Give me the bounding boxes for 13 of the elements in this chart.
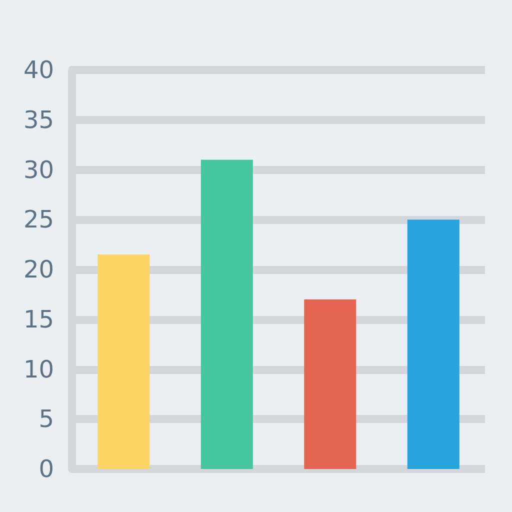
y-tick-label: 35 xyxy=(23,106,54,134)
y-tick-label: 25 xyxy=(23,206,54,234)
bar xyxy=(304,299,356,469)
y-tick-label: 40 xyxy=(23,56,54,84)
y-tick-label: 20 xyxy=(23,256,54,284)
bar xyxy=(98,254,150,469)
y-tick-label: 30 xyxy=(23,156,54,184)
y-tick-label: 5 xyxy=(38,405,54,434)
y-tick-label: 10 xyxy=(23,355,54,384)
y-tick-label: 0 xyxy=(38,455,54,483)
y-tick-label: 15 xyxy=(23,305,54,334)
bar xyxy=(200,160,253,469)
bar xyxy=(407,220,460,469)
